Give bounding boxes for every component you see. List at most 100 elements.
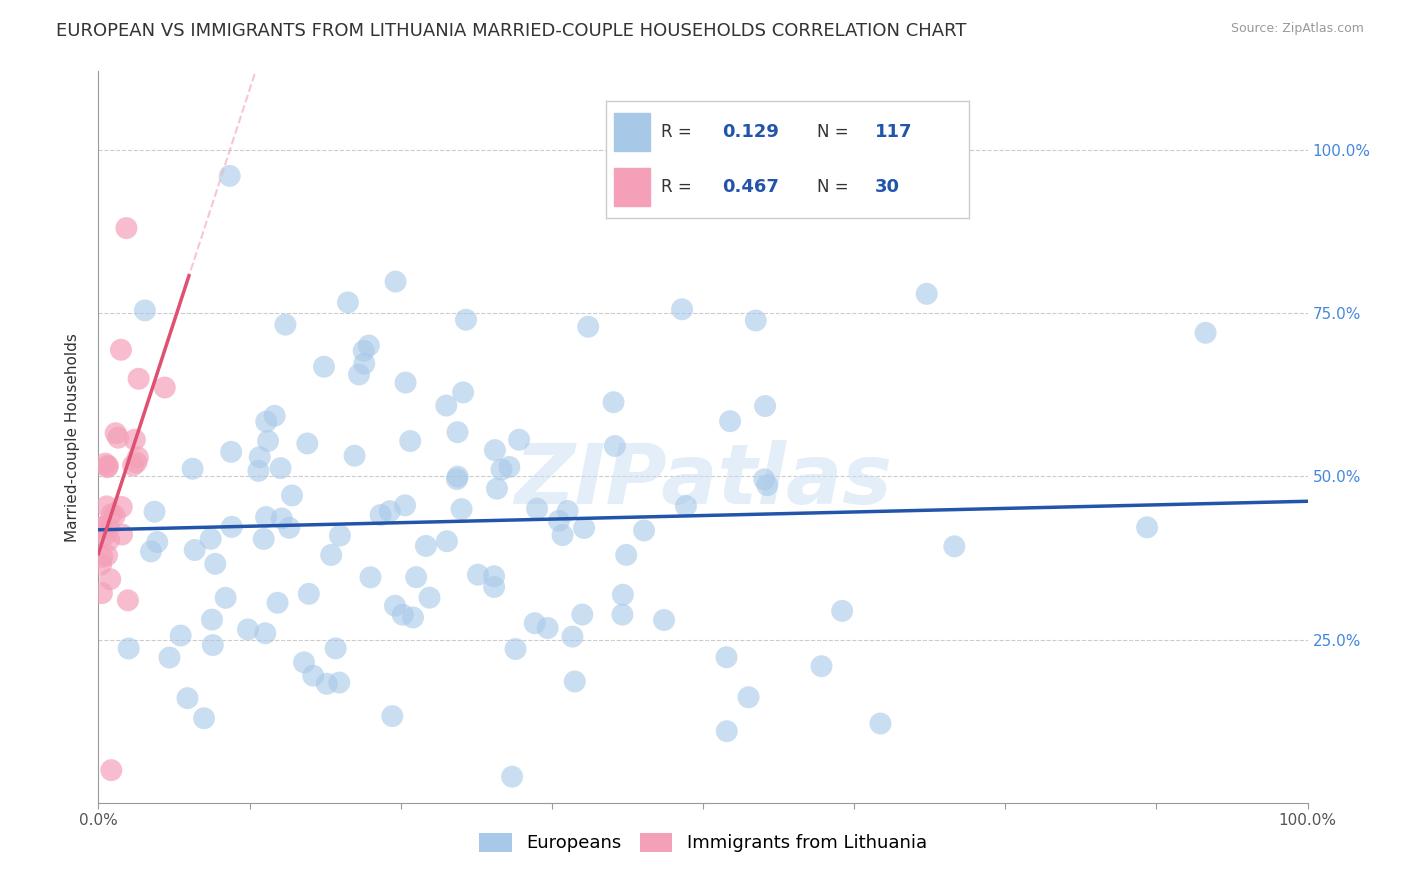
Point <box>124 433 146 447</box>
Point <box>869 716 891 731</box>
Point <box>98 572 121 586</box>
Point <box>125 455 148 469</box>
Point <box>491 462 513 476</box>
Point <box>274 318 297 332</box>
Point <box>384 275 406 289</box>
Point <box>537 621 560 635</box>
Point <box>96 460 118 475</box>
Point <box>201 638 224 652</box>
Point <box>718 414 741 428</box>
Point <box>572 521 595 535</box>
Point <box>247 464 270 478</box>
Point <box>370 508 392 522</box>
Point <box>214 591 236 605</box>
Point <box>176 691 198 706</box>
Point <box>254 626 277 640</box>
Point <box>915 286 938 301</box>
Point <box>498 460 520 475</box>
Point <box>94 457 117 471</box>
Point <box>266 596 288 610</box>
Point <box>434 399 457 413</box>
Point <box>270 511 292 525</box>
Point <box>384 599 406 613</box>
Point <box>321 548 343 562</box>
Point <box>298 587 321 601</box>
Legend: Europeans, Immigrants from Lithuania: Europeans, Immigrants from Lithuania <box>472 826 934 860</box>
Text: Source: ZipAtlas.com: Source: ZipAtlas.com <box>1230 22 1364 36</box>
Point <box>181 462 204 476</box>
Point <box>561 630 583 644</box>
Point <box>91 549 114 564</box>
Point <box>716 650 738 665</box>
Point <box>381 709 404 723</box>
Point <box>218 169 240 183</box>
Point <box>754 472 776 486</box>
Point <box>97 458 120 473</box>
Point <box>97 521 120 535</box>
Point <box>263 409 285 423</box>
Point <box>405 570 427 584</box>
Point <box>467 567 489 582</box>
Point <box>484 443 506 458</box>
Point <box>505 642 527 657</box>
Point <box>159 650 181 665</box>
Point <box>94 528 117 542</box>
Point <box>831 604 853 618</box>
Point <box>257 434 280 448</box>
Point <box>612 588 634 602</box>
Point <box>107 431 129 445</box>
Point <box>343 449 366 463</box>
Point <box>315 677 337 691</box>
Point <box>446 472 468 486</box>
Point <box>603 439 626 453</box>
Point <box>508 433 530 447</box>
Point <box>328 675 350 690</box>
Point <box>501 770 523 784</box>
Point <box>146 535 169 549</box>
Point <box>249 450 271 464</box>
Point <box>612 607 634 622</box>
Text: EUROPEAN VS IMMIGRANTS FROM LITHUANIA MARRIED-COUPLE HOUSEHOLDS CORRELATION CHAR: EUROPEAN VS IMMIGRANTS FROM LITHUANIA MA… <box>56 22 967 40</box>
Point <box>415 539 437 553</box>
Point <box>115 221 138 235</box>
Point <box>111 527 134 541</box>
Point <box>671 302 693 317</box>
Point <box>104 426 127 441</box>
Point <box>446 425 468 439</box>
Point <box>436 534 458 549</box>
Point <box>104 508 127 523</box>
Point <box>633 524 655 538</box>
Point <box>221 520 243 534</box>
Point <box>270 461 292 475</box>
Point <box>360 570 382 584</box>
Point <box>90 520 112 534</box>
Point <box>399 434 422 448</box>
Point <box>482 580 505 594</box>
Point <box>454 312 477 326</box>
Point <box>378 504 401 518</box>
Point <box>394 499 416 513</box>
Point <box>391 607 413 622</box>
Point <box>254 415 277 429</box>
Point <box>716 724 738 739</box>
Point <box>810 659 832 673</box>
Point <box>91 586 114 600</box>
Point <box>571 607 593 622</box>
Point <box>551 528 574 542</box>
Point <box>96 549 118 563</box>
Point <box>394 376 416 390</box>
Point <box>329 528 352 542</box>
Point <box>402 610 425 624</box>
Point <box>134 303 156 318</box>
Point <box>193 711 215 725</box>
Point <box>254 510 277 524</box>
Point <box>943 539 966 553</box>
Point <box>652 613 675 627</box>
Point <box>153 380 176 394</box>
Point <box>547 514 569 528</box>
Point <box>737 690 759 705</box>
Point <box>482 569 505 583</box>
Point <box>100 763 122 777</box>
Point <box>118 641 141 656</box>
Point <box>614 548 637 562</box>
